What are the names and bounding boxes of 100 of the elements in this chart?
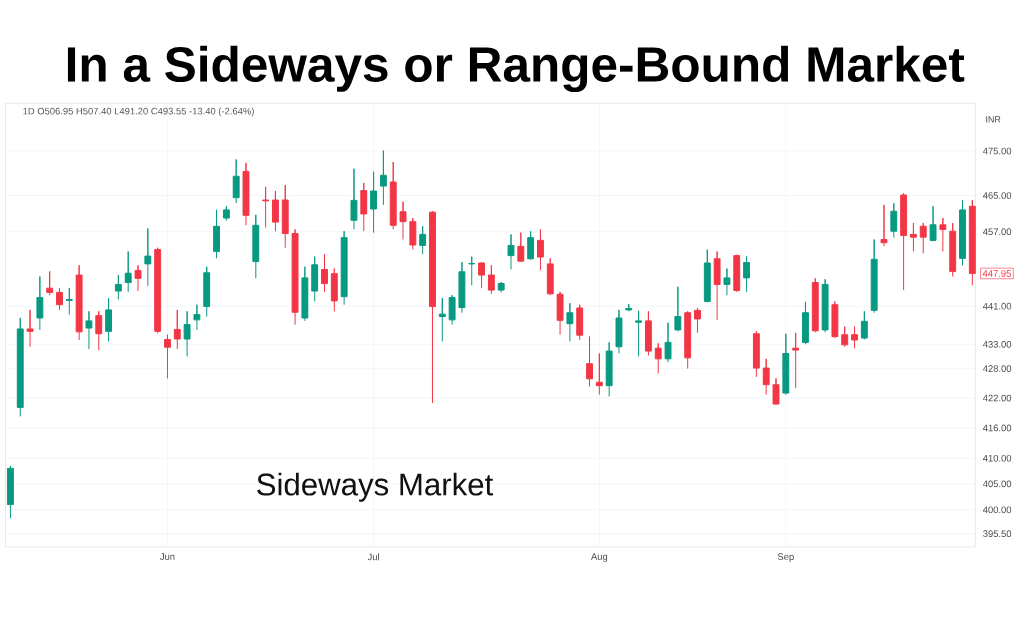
candlestick — [16, 317, 24, 418]
candlestick — [379, 150, 387, 206]
candlestick — [370, 171, 378, 234]
candlestick — [36, 276, 44, 331]
candlestick — [507, 234, 515, 271]
candlestick — [419, 225, 427, 255]
candlestick — [478, 261, 485, 289]
candlestick — [193, 304, 201, 331]
candlestick — [537, 229, 544, 272]
candlestick — [389, 161, 397, 231]
candlestick — [929, 205, 937, 243]
candlestick — [262, 186, 270, 229]
candlestick — [271, 190, 279, 232]
candlestick — [65, 287, 73, 316]
candlestick — [635, 310, 643, 358]
candlestick — [134, 265, 142, 292]
candlestick — [939, 217, 947, 253]
candlestick — [438, 297, 446, 343]
candlestick — [752, 331, 760, 378]
candlestick — [468, 256, 476, 287]
annotation: 1D O506.95 H507.40 L491.20 C493.55 -13.40 (-2.64%) — [23, 107, 254, 117]
candlestick — [959, 199, 966, 267]
candlestick — [399, 201, 407, 241]
candlestick — [114, 274, 122, 301]
candlestick — [664, 322, 672, 363]
candlestick — [321, 253, 328, 293]
candlestick — [713, 251, 721, 321]
candlestick — [723, 268, 731, 296]
y-tick-label: 457.00 — [982, 228, 1012, 236]
candlestick — [772, 378, 780, 406]
candlestick — [890, 202, 898, 239]
candlestick — [242, 162, 250, 227]
candlestick — [576, 304, 584, 341]
candlestick — [546, 258, 554, 296]
y-tick-label: 410.00 — [982, 455, 1012, 462]
y-tick-label: 416.00 — [982, 424, 1012, 432]
y-tick-label: 405.00 — [982, 480, 1012, 488]
candlestick — [595, 353, 603, 396]
candlestick — [203, 266, 211, 318]
candlestick — [340, 230, 348, 306]
candlestick — [56, 287, 63, 311]
candlestick — [909, 222, 917, 253]
candlestick — [6, 465, 14, 519]
candlestick — [654, 343, 662, 375]
candlestick — [851, 326, 858, 349]
candlestick — [360, 182, 368, 232]
y-tick-label: 475.00 — [982, 147, 1012, 155]
candlestick — [124, 251, 132, 293]
candlestick — [556, 291, 564, 336]
candlestick — [644, 311, 652, 357]
candlestick — [684, 311, 692, 370]
candlestick — [900, 192, 908, 291]
candlestick — [831, 301, 839, 339]
candlestick — [919, 222, 927, 255]
y-tick-label: 465.00 — [982, 192, 1012, 200]
candlestick — [252, 214, 260, 280]
y-tick-label: 422.00 — [982, 394, 1012, 402]
candlestick — [154, 247, 162, 334]
candlestick — [95, 311, 103, 351]
candlestick — [605, 342, 613, 398]
candlestick — [841, 326, 849, 348]
candlestick — [811, 278, 819, 333]
y-tick-label: 400.00 — [982, 506, 1012, 514]
candlestick — [448, 294, 456, 326]
candlestick — [232, 159, 240, 204]
candlestick — [497, 281, 505, 294]
candlestick — [949, 222, 957, 278]
x-tick-label: Jun — [160, 553, 175, 561]
candlestick — [164, 334, 171, 380]
candlestick — [880, 204, 888, 248]
candlestick — [75, 265, 83, 341]
y-tick-label: 395.50 — [983, 530, 1012, 538]
y-tick-label: 428.00 — [982, 365, 1012, 373]
candlestick — [183, 311, 191, 358]
candlestick — [291, 229, 299, 326]
y-tick-label: 433.00 — [982, 341, 1012, 348]
candlestick — [311, 256, 319, 303]
candlestick — [674, 286, 682, 333]
candlestick — [762, 358, 770, 396]
candlestick — [26, 309, 34, 348]
candlestick — [968, 199, 976, 287]
candlestick — [527, 230, 535, 261]
candlestick — [586, 336, 593, 388]
candlestick — [743, 256, 751, 293]
candlestick — [792, 332, 800, 389]
candlestick — [173, 309, 181, 350]
annotation: Sideways Market — [257, 472, 494, 503]
candlestick — [46, 271, 54, 296]
x-tick-label: Sep — [777, 553, 794, 563]
candlestick — [566, 302, 574, 343]
candlestick — [301, 266, 309, 322]
x-tick-label: Jul — [367, 553, 379, 561]
candlestick — [409, 217, 417, 251]
candlestick — [870, 239, 878, 314]
candlestick — [458, 261, 466, 314]
candlestick — [222, 205, 230, 222]
candlestick — [85, 311, 93, 350]
candlestick — [733, 254, 741, 293]
candlestick — [144, 228, 152, 287]
chart-title: In a Sideways or Range-Bound Market — [67, 45, 965, 93]
